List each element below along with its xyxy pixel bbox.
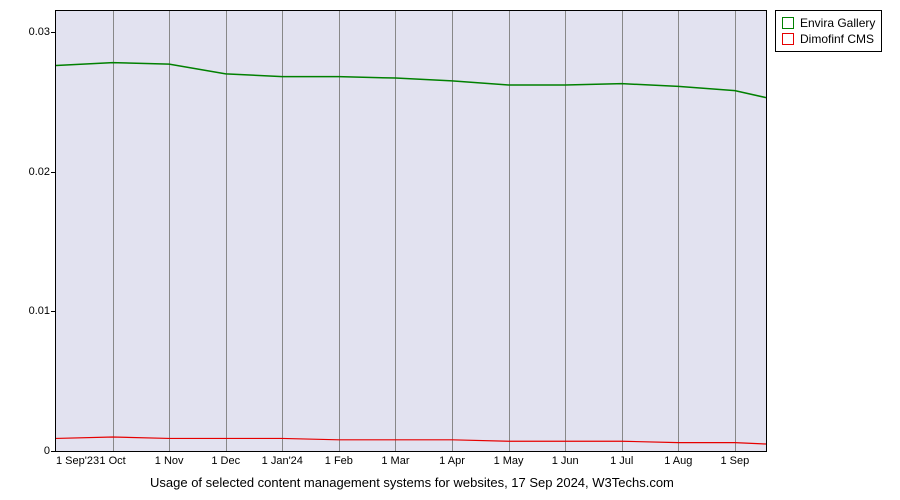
x-tick-label: 1 Sep xyxy=(721,451,750,467)
legend: Envira GalleryDimofinf CMS xyxy=(775,10,882,52)
x-tick-label: 1 Oct xyxy=(99,451,125,467)
y-tick-label: 0 xyxy=(44,445,56,457)
y-tick-label: 0.01 xyxy=(29,305,56,317)
y-tick-label: 0.02 xyxy=(29,166,56,178)
x-tick-label: 1 Sep'23 xyxy=(56,451,99,467)
x-tick-label: 1 Mar xyxy=(381,451,409,467)
legend-item: Dimofinf CMS xyxy=(782,31,875,47)
legend-label: Dimofinf CMS xyxy=(800,31,874,47)
x-tick-label: 1 Apr xyxy=(439,451,465,467)
chart-caption: Usage of selected content management sys… xyxy=(150,475,674,490)
x-tick-label: 1 Dec xyxy=(211,451,240,467)
x-tick-label: 1 Aug xyxy=(664,451,692,467)
legend-swatch xyxy=(782,33,794,45)
series-layer xyxy=(56,11,766,451)
y-tick-label: 0.03 xyxy=(29,26,56,38)
legend-label: Envira Gallery xyxy=(800,15,875,31)
x-tick-label: 1 May xyxy=(494,451,524,467)
plot-area: 00.010.020.031 Sep'231 Oct1 Nov1 Dec1 Ja… xyxy=(55,10,767,452)
x-tick-label: 1 Feb xyxy=(325,451,353,467)
x-tick-label: 1 Nov xyxy=(155,451,184,467)
x-tick-label: 1 Jan'24 xyxy=(262,451,303,467)
x-tick-label: 1 Jul xyxy=(610,451,633,467)
legend-item: Envira Gallery xyxy=(782,15,875,31)
series-line xyxy=(56,63,766,98)
chart-container: 0 0.01 0.02 0.03 1 Sep'231 Oct 1 Nov 1 Dec 1 Ja… xyxy=(0,0,900,500)
x-tick-label: 1 Jun xyxy=(552,451,579,467)
series-line xyxy=(56,437,766,444)
legend-swatch xyxy=(782,17,794,29)
